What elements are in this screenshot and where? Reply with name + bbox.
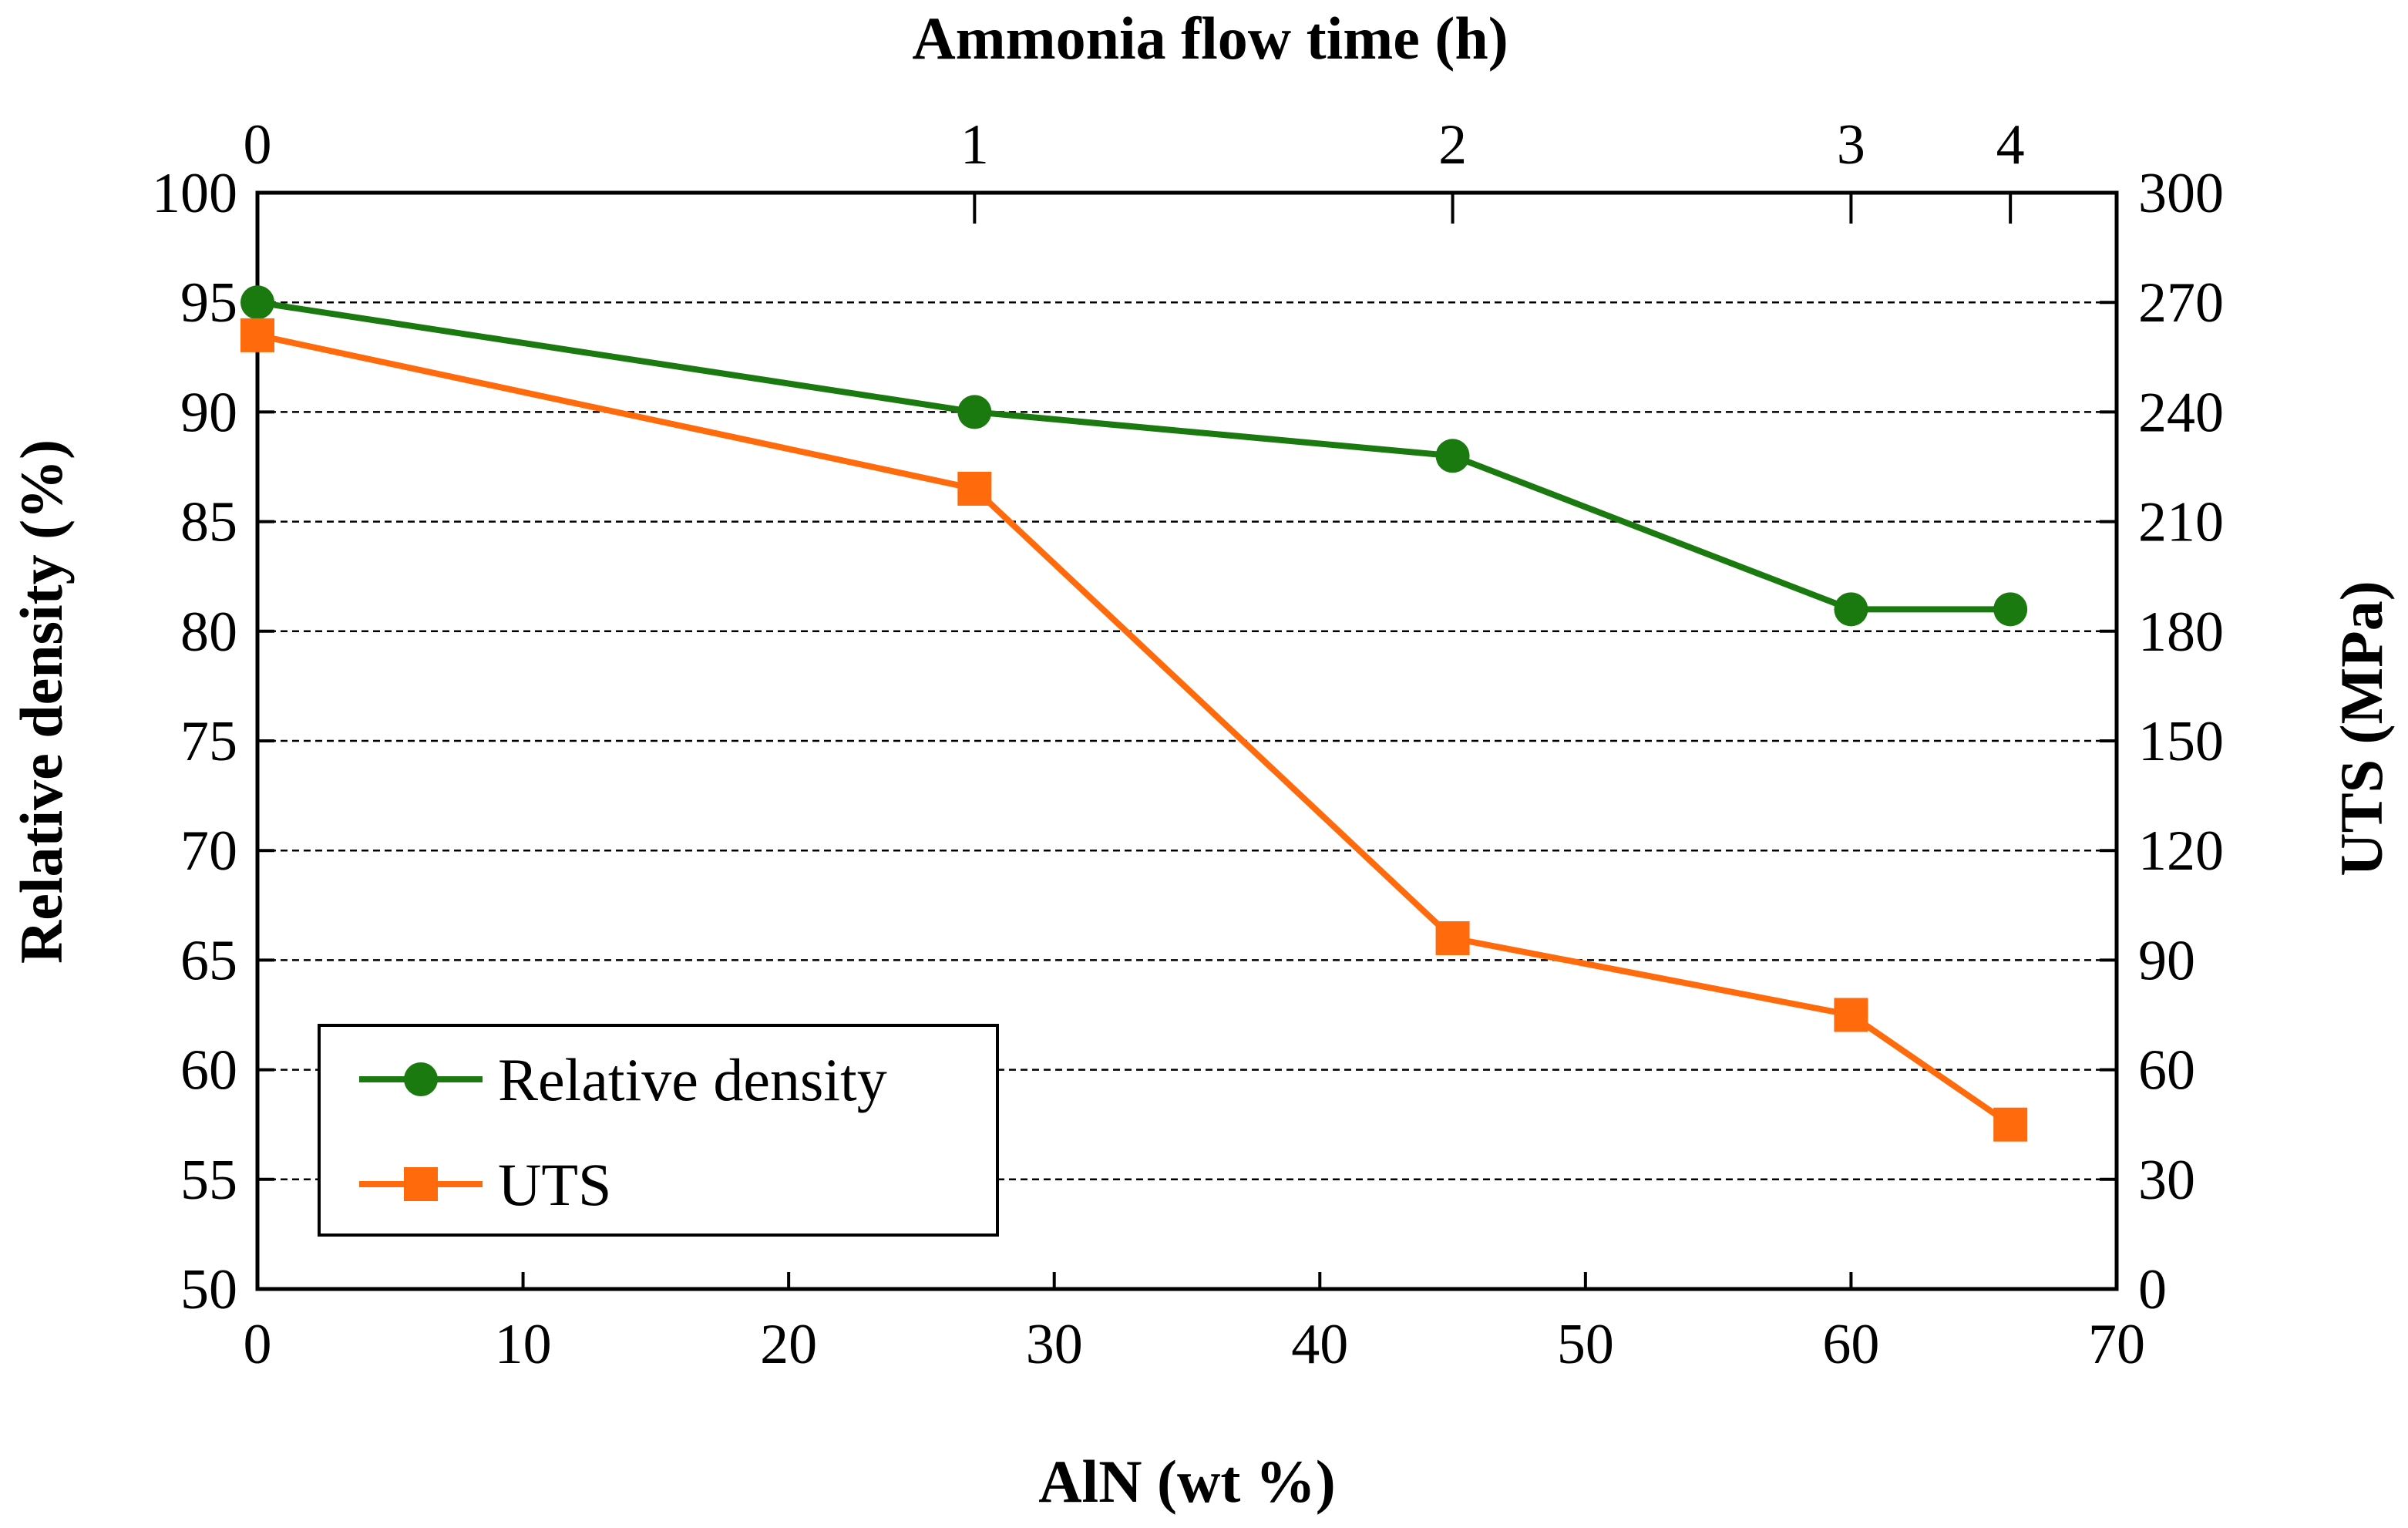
relative-density-point [240, 285, 274, 320]
uts-line [257, 332, 2013, 1127]
x-tick-label-70: 70 [2088, 1313, 2145, 1376]
y2-tick-label-150: 150 [2138, 710, 2224, 773]
y2-tick-label-210: 210 [2138, 491, 2224, 554]
legend-relative-density-label: Relative density [498, 1046, 887, 1113]
y2-tick-label-240: 240 [2138, 381, 2224, 444]
uts-point [1993, 1107, 2028, 1142]
top-tick-label-0: 0 [244, 113, 272, 177]
y-tick-label-90: 90 [180, 381, 237, 444]
y2-tick-label-270: 270 [2138, 271, 2224, 335]
y-tick-label-50: 50 [180, 1258, 237, 1321]
uts-point [1834, 998, 1868, 1032]
y-tick-label-75: 75 [180, 710, 237, 773]
y2-tick-label-90: 90 [2138, 929, 2195, 992]
y2-axis-title: UTS (MPa) [2328, 581, 2395, 876]
relative-density-point [1993, 592, 2028, 627]
legend-relative-density-marker [404, 1062, 438, 1096]
relative-density-line [257, 299, 2011, 613]
x-tick-label-10: 10 [495, 1313, 552, 1376]
y-tick-label-80: 80 [180, 601, 237, 664]
y-axis-title: Relative density (%) [8, 439, 75, 964]
legend-uts-label: UTS [498, 1151, 611, 1218]
legend: Relative density UTS [318, 1024, 999, 1237]
top-tick-label-1: 1 [960, 113, 989, 177]
y-tick-label-60: 60 [180, 1039, 237, 1102]
x-tick-label-50: 50 [1557, 1313, 1614, 1376]
x-tick-label-40: 40 [1291, 1313, 1348, 1376]
axes: 5055606570758085909510003060901201501802… [152, 113, 2224, 1376]
y2-tick-label-180: 180 [2138, 601, 2224, 664]
y2-tick-label-120: 120 [2138, 820, 2224, 883]
gridlines [257, 301, 2117, 1181]
y-tick-label-100: 100 [152, 162, 237, 225]
y2-tick-label-0: 0 [2138, 1258, 2167, 1321]
y2-tick-label-60: 60 [2138, 1039, 2195, 1102]
relative-density-point [957, 395, 992, 429]
relative-density-point [1435, 439, 1470, 473]
uts-point [1435, 921, 1470, 955]
y2-tick-label-30: 30 [2138, 1149, 2195, 1212]
x-tick-label-20: 20 [760, 1313, 817, 1376]
uts-point [957, 471, 992, 506]
x-axis-title: AlN (wt %) [1038, 1448, 1336, 1515]
top-tick-label-3: 3 [1837, 113, 1865, 177]
y2-tick-label-300: 300 [2138, 162, 2224, 225]
x-tick-label-60: 60 [1822, 1313, 1879, 1376]
top-tick-label-4: 4 [1996, 113, 2025, 177]
y-tick-label-65: 65 [180, 929, 237, 992]
uts-point [240, 318, 274, 352]
y-tick-label-55: 55 [180, 1149, 237, 1212]
y-tick-label-70: 70 [180, 820, 237, 883]
legend-uts-marker [404, 1167, 438, 1201]
x-tick-label-0: 0 [244, 1313, 272, 1376]
y-tick-label-85: 85 [180, 491, 237, 554]
x-tick-label-30: 30 [1026, 1313, 1083, 1376]
series-layer [240, 285, 2028, 1142]
top-tick-label-2: 2 [1438, 113, 1467, 177]
y-tick-label-95: 95 [180, 271, 237, 335]
relative-density-point [1834, 592, 1868, 627]
top-axis-title: Ammonia flow time (h) [912, 5, 1508, 72]
